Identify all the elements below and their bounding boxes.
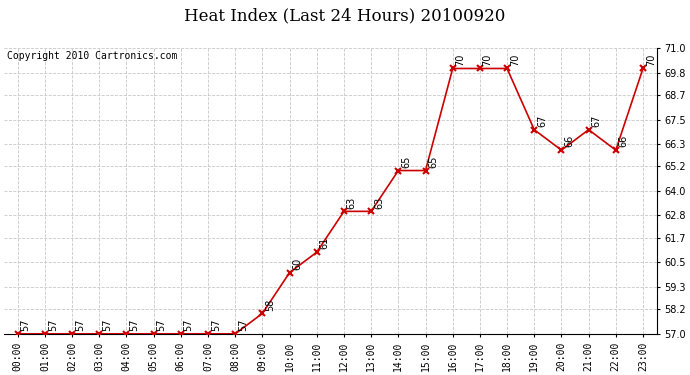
Text: 57: 57 <box>184 318 194 331</box>
Text: Copyright 2010 Cartronics.com: Copyright 2010 Cartronics.com <box>8 51 178 61</box>
Text: 67: 67 <box>537 115 547 127</box>
Text: 57: 57 <box>102 318 112 331</box>
Text: 63: 63 <box>374 196 384 208</box>
Text: 58: 58 <box>265 298 275 310</box>
Text: 70: 70 <box>510 53 520 66</box>
Text: 57: 57 <box>129 318 139 331</box>
Text: 61: 61 <box>319 237 330 249</box>
Text: Heat Index (Last 24 Hours) 20100920: Heat Index (Last 24 Hours) 20100920 <box>184 8 506 24</box>
Text: 66: 66 <box>564 135 574 147</box>
Text: 65: 65 <box>401 155 411 168</box>
Text: 57: 57 <box>48 318 58 331</box>
Text: 67: 67 <box>591 115 602 127</box>
Text: 70: 70 <box>455 53 466 66</box>
Text: 57: 57 <box>75 318 85 331</box>
Text: 63: 63 <box>347 196 357 208</box>
Text: 65: 65 <box>428 155 438 168</box>
Text: 57: 57 <box>21 318 30 331</box>
Text: 66: 66 <box>618 135 629 147</box>
Text: 57: 57 <box>238 318 248 331</box>
Text: 57: 57 <box>211 318 221 331</box>
Text: 60: 60 <box>293 258 302 270</box>
Text: 57: 57 <box>157 318 166 331</box>
Text: 70: 70 <box>646 53 656 66</box>
Text: 70: 70 <box>482 53 493 66</box>
